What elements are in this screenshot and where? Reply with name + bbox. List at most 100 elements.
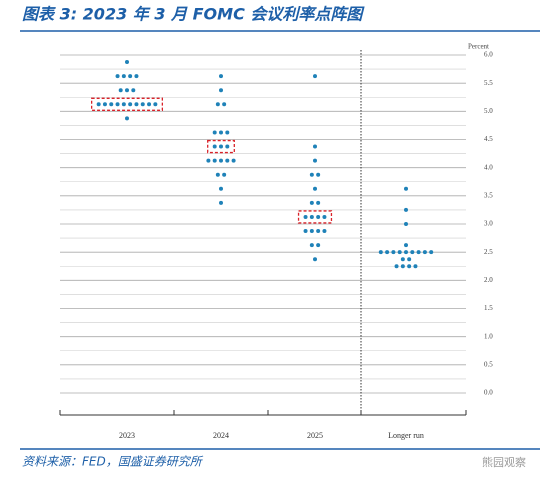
dot [96, 102, 101, 107]
dot [416, 250, 421, 255]
dot [219, 130, 223, 135]
dot [212, 158, 217, 163]
dot [385, 250, 390, 255]
y-tick-label: 0.5 [484, 360, 493, 368]
dot [422, 250, 427, 255]
dot [316, 214, 321, 219]
dot [404, 243, 408, 248]
dot [134, 74, 139, 79]
dot [400, 264, 405, 269]
dot [215, 172, 220, 177]
dot [378, 250, 383, 255]
dot [212, 144, 217, 149]
dot [128, 74, 133, 79]
dot [125, 88, 129, 93]
dot [118, 88, 123, 93]
dot [404, 207, 408, 212]
x-tick-label: Longer run [388, 431, 424, 440]
dot [404, 186, 408, 191]
dot [309, 200, 314, 205]
dot [404, 222, 408, 226]
dot [313, 144, 317, 149]
dot [219, 158, 223, 163]
y-tick-label: 4.0 [484, 163, 493, 171]
x-tick-label: 2024 [213, 431, 229, 440]
dot [410, 250, 415, 255]
y-tick-label: 0.0 [484, 389, 493, 397]
dot [316, 172, 321, 177]
y-tick-label: 2.0 [484, 276, 493, 284]
dot [222, 172, 227, 177]
dot [225, 130, 230, 135]
y-tick-label: 2.5 [484, 248, 493, 256]
dot [316, 200, 321, 205]
dot [121, 102, 126, 107]
dot [316, 243, 321, 248]
dot [309, 243, 314, 248]
dot [131, 88, 136, 93]
dot [140, 102, 145, 107]
dot [225, 158, 230, 163]
dot [225, 144, 230, 149]
dot [153, 102, 158, 107]
dot [391, 250, 396, 255]
dot [125, 116, 129, 121]
chart-title: 图表 3: 2023 年 3 月 FOMC 会议利率点阵图 [22, 5, 365, 24]
dot [407, 257, 412, 262]
dot [313, 257, 317, 262]
dot [102, 102, 107, 107]
dot [394, 264, 399, 269]
y-axis-label: Percent [468, 43, 489, 51]
dot [313, 74, 317, 79]
dot [404, 250, 408, 255]
median-highlight [91, 97, 163, 111]
y-tick-label: 1.0 [484, 332, 493, 340]
y-tick-label: 5.5 [484, 79, 493, 87]
dot [219, 186, 223, 191]
dot [313, 186, 317, 191]
dot [219, 74, 223, 79]
dot [303, 229, 308, 234]
y-tick-label: 3.5 [484, 191, 493, 199]
dot [121, 74, 126, 79]
dot [222, 102, 227, 107]
y-tick-label: 6.0 [484, 51, 493, 59]
dot [219, 200, 223, 205]
y-tick-label: 4.5 [484, 135, 493, 143]
dot [219, 144, 223, 149]
dot [147, 102, 152, 107]
median-highlight [297, 210, 333, 224]
dot [309, 214, 314, 219]
dot [115, 102, 120, 107]
x-tick-label: 2025 [307, 431, 323, 440]
dot [309, 229, 314, 234]
dot [407, 264, 412, 269]
dot [322, 214, 327, 219]
dot [128, 102, 133, 107]
dot [109, 102, 114, 107]
dot [134, 102, 139, 107]
median-highlight [207, 139, 235, 154]
dot [429, 250, 434, 255]
dot [313, 158, 317, 163]
source: 资料来源：FED，国盛证券研究所 [22, 455, 204, 469]
dot [115, 74, 120, 79]
y-tick-label: 5.0 [484, 107, 493, 115]
dot [322, 229, 327, 234]
y-tick-label: 1.5 [484, 304, 493, 312]
dot [413, 264, 418, 269]
dot [215, 102, 220, 107]
dot [125, 60, 129, 65]
y-tick-label: 3.0 [484, 220, 493, 228]
dot [231, 158, 236, 163]
dot [309, 172, 314, 177]
dot [400, 257, 405, 262]
dot [212, 130, 217, 135]
dot [397, 250, 402, 255]
watermark: 熊园观察 [482, 455, 526, 469]
x-tick-label: 2023 [119, 431, 135, 440]
dot [219, 88, 223, 93]
dot [206, 158, 211, 163]
dot [303, 214, 308, 219]
